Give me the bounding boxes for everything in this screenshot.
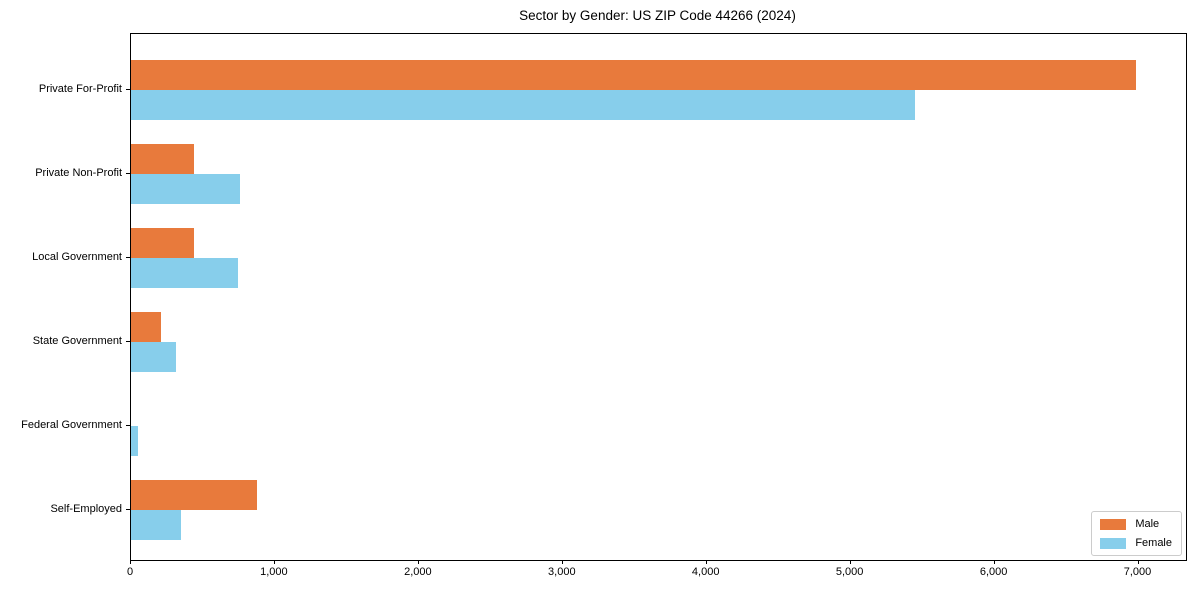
- x-tick-label-7000: 7,000: [1123, 566, 1152, 578]
- y-tick-label-state-government: State Government: [32, 334, 122, 347]
- y-tick-mark: [126, 424, 130, 426]
- x-tick-mark: [130, 560, 131, 564]
- y-tick-mark: [126, 340, 130, 342]
- bar-female-private-for-profit: [131, 90, 916, 120]
- legend-label-male: Male: [1135, 518, 1160, 530]
- legend-item-female: Female: [1100, 537, 1172, 549]
- bar-male-local-government: [131, 227, 194, 258]
- bar-male-private-for-profit: [131, 60, 1136, 90]
- x-tick-mark: [993, 560, 995, 564]
- x-tick-label-6000: 6,000: [979, 566, 1008, 578]
- bar-female-local-government: [131, 257, 238, 288]
- legend-item-male: Male: [1100, 518, 1172, 530]
- x-tick-mark: [417, 560, 419, 564]
- legend: Male Female: [1091, 511, 1182, 556]
- chart-title: Sector by Gender: US ZIP Code 44266 (202…: [519, 8, 796, 23]
- plot-area: Male Female: [130, 33, 1187, 561]
- x-tick-mark: [849, 560, 851, 564]
- legend-label-female: Female: [1135, 537, 1172, 549]
- y-tick-label-self-employed: Self-Employed: [50, 502, 122, 515]
- x-tick-label-1000: 1,000: [260, 566, 288, 578]
- x-tick-label-4000: 4,000: [691, 566, 720, 578]
- x-tick-mark: [705, 560, 707, 564]
- legend-swatch-female: [1100, 537, 1127, 549]
- x-tick-label-2000: 2,000: [404, 566, 432, 578]
- bar-female-self-employed: [131, 509, 182, 540]
- bar-female-state-government: [131, 341, 176, 372]
- y-tick-label-private-non-profit: Private Non-Profit: [35, 166, 122, 179]
- x-tick-label-0: 0: [126, 566, 134, 578]
- bar-female-federal-government: [131, 425, 138, 456]
- y-tick-mark: [126, 256, 130, 258]
- bar-female-private-non-profit: [131, 173, 241, 204]
- y-tick-mark: [126, 172, 130, 174]
- bar-male-self-employed: [131, 479, 257, 510]
- legend-swatch-male: [1100, 518, 1127, 530]
- y-tick-mark: [126, 89, 130, 90]
- bar-male-private-non-profit: [131, 143, 195, 174]
- x-tick-label-5000: 5,000: [835, 566, 864, 578]
- bar-male-state-government: [131, 311, 162, 342]
- x-tick-mark: [561, 560, 563, 564]
- y-tick-label-federal-government: Federal Government: [21, 418, 122, 431]
- x-tick-label-3000: 3,000: [548, 566, 576, 578]
- y-tick-mark: [126, 508, 130, 510]
- y-tick-label-local-government: Local Government: [32, 250, 122, 263]
- x-tick-mark: [1137, 560, 1139, 564]
- y-tick-label-private-for-profit: Private For-Profit: [38, 83, 122, 95]
- x-tick-mark: [273, 560, 275, 564]
